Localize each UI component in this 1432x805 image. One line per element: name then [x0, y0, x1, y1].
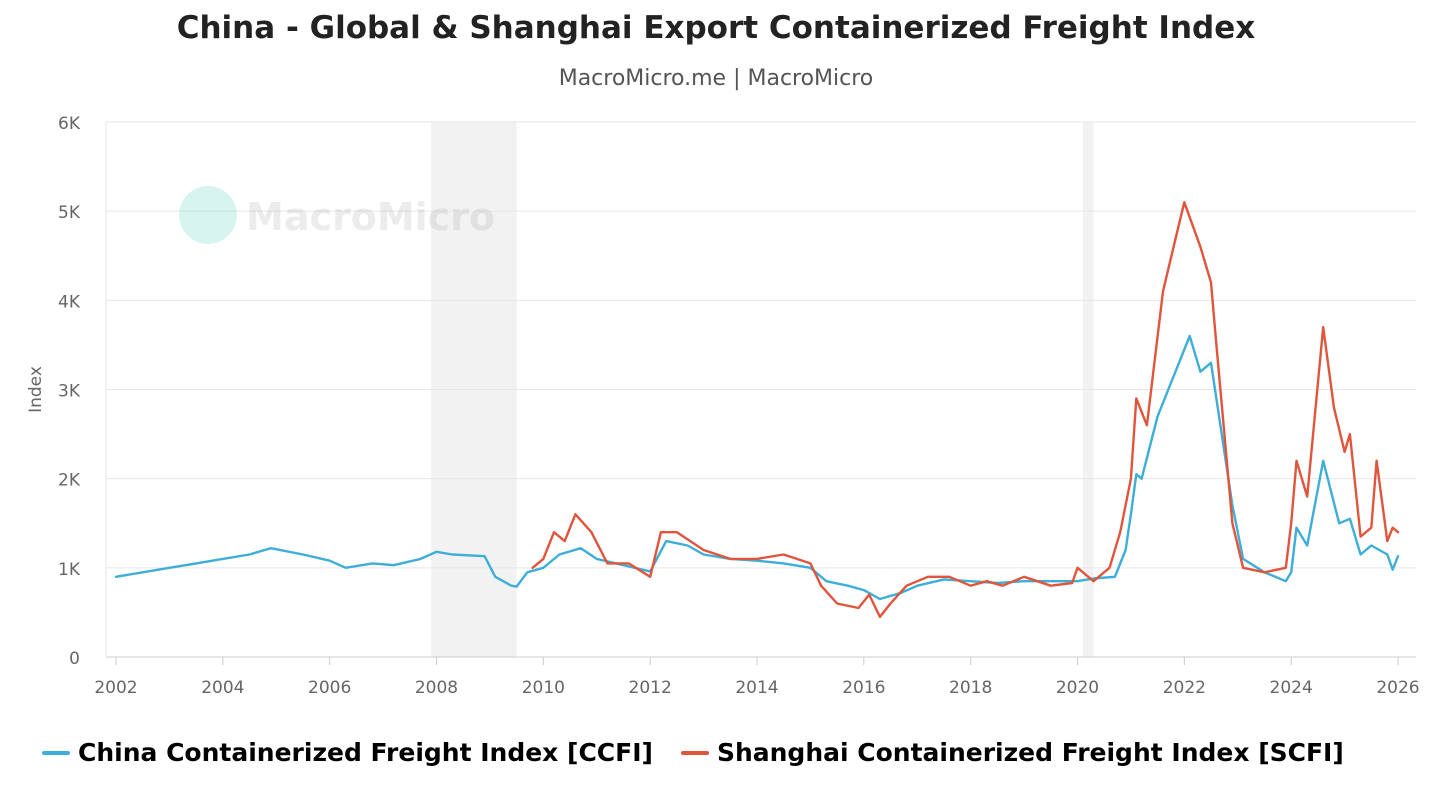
x-tick-label: 2012 [629, 678, 672, 698]
line-chart: 0 1K 2K 3K 4K 5K 6K 2002 2004 2006 2008 2010 2012 201… [26, 114, 1420, 698]
legend-swatch-ccfi [42, 750, 70, 755]
watermark-text: MacroMicro [246, 195, 495, 239]
x-tick-label: 2014 [735, 678, 778, 698]
y-tick-label: 4K [58, 292, 81, 312]
series-line-scfi [531, 201, 1400, 619]
x-tick-label: 2022 [1163, 678, 1206, 698]
x-tick-label: 2026 [1376, 678, 1419, 698]
legend-item-scfi[interactable]: Shanghai Containerized Freight Index [SC… [680, 738, 1344, 767]
legend-label-ccfi: China Containerized Freight Index [CCFI] [78, 738, 653, 767]
series-line-ccfi [114, 334, 1400, 601]
x-tick-label: 2004 [201, 678, 244, 698]
x-tick-label: 2008 [415, 678, 458, 698]
watermark-logo-icon [179, 186, 237, 244]
x-tick-label: 2006 [308, 678, 351, 698]
x-tick-label: 2010 [522, 678, 565, 698]
x-tick-label: 2024 [1270, 678, 1313, 698]
y-tick-label: 5K [58, 203, 81, 223]
y-tick-label: 3K [58, 382, 81, 402]
y-tick-label: 6K [58, 114, 81, 134]
legend-item-ccfi[interactable]: China Containerized Freight Index [CCFI] [42, 738, 653, 767]
y-tick-label: 1K [58, 560, 81, 580]
watermark: MacroMicro [179, 186, 495, 244]
legend-label-scfi: Shanghai Containerized Freight Index [SC… [716, 738, 1344, 767]
x-tick-label: 2018 [949, 678, 992, 698]
chart-subtitle: MacroMicro.me | MacroMicro [558, 66, 874, 91]
chart-title: China - Global & Shanghai Export Contain… [176, 10, 1256, 46]
x-tick-label: 2002 [94, 678, 137, 698]
y-axis-title: Index [26, 366, 46, 413]
legend-swatch-scfi [680, 750, 709, 755]
y-tick-label: 2K [58, 471, 81, 491]
x-tick-label: 2016 [842, 678, 885, 698]
legend: China Containerized Freight Index [CCFI]… [42, 738, 1422, 767]
y-tick-label: 0 [69, 649, 80, 669]
x-tick-label: 2020 [1056, 678, 1099, 698]
